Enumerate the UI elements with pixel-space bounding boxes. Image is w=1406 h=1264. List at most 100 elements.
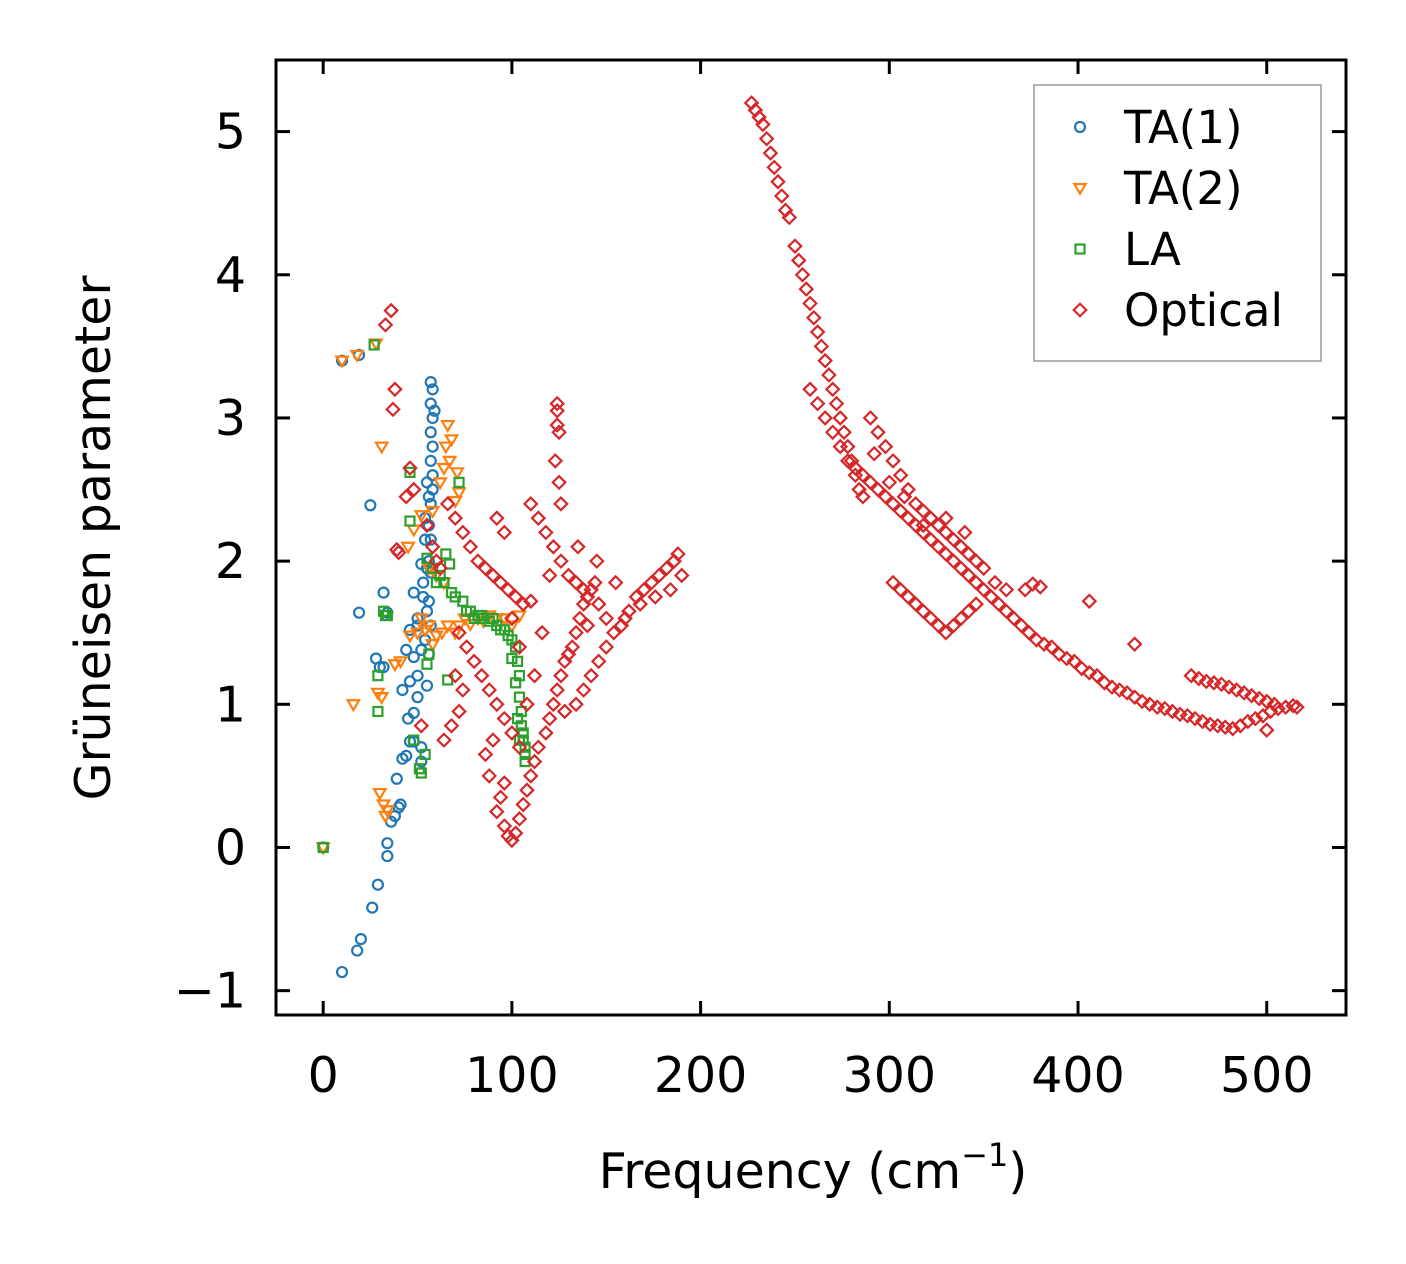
data-point [371, 878, 385, 891]
data-point [476, 609, 488, 622]
data-point [798, 281, 815, 297]
data-point [628, 589, 645, 605]
data-point [526, 667, 543, 684]
data-point [405, 481, 422, 498]
legend-marker [1074, 243, 1086, 255]
data-point [377, 660, 390, 674]
data-point [451, 487, 467, 501]
ticks-layer [276, 60, 1346, 1015]
data-point [945, 617, 962, 634]
data-point [1251, 690, 1267, 707]
data-point [617, 610, 633, 627]
series-la [317, 339, 531, 854]
data-point [564, 639, 581, 655]
data-point [424, 533, 437, 546]
data-point [1258, 722, 1275, 738]
data-point [598, 639, 615, 655]
data-point [930, 617, 947, 634]
data-point [777, 202, 794, 219]
data-point [953, 560, 969, 577]
data-point [975, 560, 992, 577]
data-point [420, 679, 434, 692]
data-point [1021, 624, 1037, 641]
data-point [794, 266, 811, 283]
data-point [855, 467, 871, 484]
data-point [998, 581, 1015, 598]
data-point [436, 462, 452, 476]
data-point [398, 488, 415, 505]
data-point [519, 748, 531, 761]
data-point [1194, 713, 1211, 730]
data-point [351, 944, 364, 957]
data-point [907, 496, 924, 512]
data-point [444, 558, 456, 570]
data-point [424, 639, 441, 653]
data-point [1036, 636, 1052, 652]
data-point [424, 454, 437, 467]
data-point [451, 624, 467, 641]
data-point [945, 531, 962, 548]
data-point [923, 510, 939, 526]
data-point [374, 692, 390, 706]
data-point [1096, 675, 1113, 691]
data-point [504, 610, 520, 627]
data-point [440, 620, 456, 634]
series-optical [377, 95, 1305, 849]
data-point [372, 705, 384, 718]
data-point [938, 510, 954, 526]
data-point [411, 691, 424, 704]
data-point [930, 539, 947, 555]
data-point [553, 496, 569, 512]
data-point [1285, 697, 1301, 714]
data-point [983, 589, 1000, 605]
data-point [832, 438, 849, 455]
data-point [1081, 593, 1098, 610]
data-point [1081, 664, 1098, 681]
data-point [549, 395, 565, 412]
data-point [413, 613, 429, 627]
data-point [492, 574, 509, 591]
data-point [583, 667, 599, 684]
data-point [404, 515, 416, 527]
data-point [836, 424, 852, 441]
data-point [607, 574, 624, 591]
legend-marker [1072, 182, 1088, 196]
data-point [570, 539, 586, 555]
data-point [1126, 689, 1143, 705]
data-point [1126, 636, 1143, 652]
data-point [824, 381, 841, 398]
data-point [541, 567, 558, 584]
data-point [621, 603, 637, 620]
data-point [662, 581, 679, 598]
data-point [496, 710, 513, 727]
data-point [403, 675, 417, 688]
y-tick-label: 5 [215, 104, 246, 161]
y-axis-label: Grüneisen parameter [65, 275, 122, 801]
data-point [1243, 687, 1260, 704]
data-point [485, 567, 501, 584]
data-point [438, 577, 450, 589]
data-point [1228, 682, 1245, 698]
data-point [990, 596, 1007, 612]
data-point [377, 586, 390, 599]
data-point [598, 610, 615, 627]
data-point [892, 581, 909, 598]
data-point [855, 488, 871, 505]
data-point [426, 469, 439, 482]
data-point [462, 539, 479, 555]
data-point [762, 145, 779, 161]
data-point [877, 438, 894, 455]
data-point [636, 581, 652, 598]
y-tick-label: 4 [215, 247, 246, 304]
data-point [426, 440, 439, 453]
data-point [364, 499, 377, 512]
data-point [549, 417, 565, 433]
data-point [515, 796, 532, 813]
data-point [507, 589, 524, 605]
legend-label: TA(1) [1123, 101, 1243, 154]
data-point [449, 467, 465, 481]
data-point [590, 653, 607, 670]
legend: TA(1) TA(2) LA Optical [1033, 84, 1322, 362]
data-point [345, 699, 362, 713]
data-point [426, 411, 439, 425]
